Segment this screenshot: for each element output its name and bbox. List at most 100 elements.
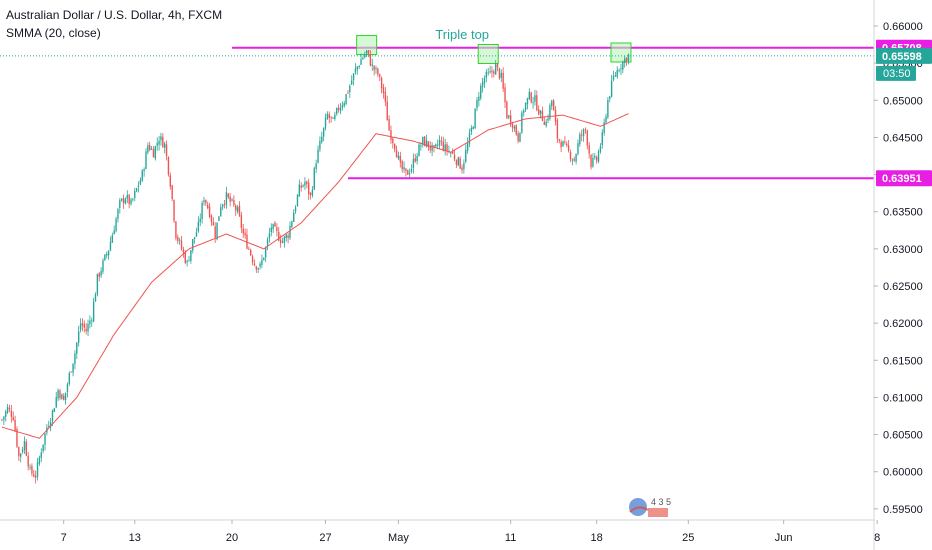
time-axis[interactable]: 7 13 20 27 May 11 18 25 Jun 8: [61, 520, 881, 544]
candle-body: [575, 154, 577, 162]
horizontal-levels[interactable]: [232, 46, 874, 180]
price-tick-label: 0.63000: [883, 244, 923, 256]
candle-body: [221, 204, 224, 208]
candle-body: [212, 222, 215, 226]
candle-body: [341, 105, 344, 108]
candle-body: [250, 249, 252, 256]
time-tick-label: 20: [226, 532, 238, 544]
candle-body: [609, 96, 611, 99]
candle-body: [558, 139, 560, 141]
candle-body: [573, 159, 575, 161]
candle-body: [132, 198, 134, 200]
candle-body: [235, 205, 237, 211]
candle-body: [255, 266, 258, 270]
candle-body: [523, 110, 525, 113]
candle-body: [111, 234, 114, 243]
candle-body: [313, 168, 315, 190]
candle-body: [130, 199, 132, 204]
candle-body: [500, 72, 502, 78]
candle-body: [440, 140, 443, 142]
candle-body: [276, 227, 278, 232]
candle-body: [567, 145, 570, 151]
candle-body: [294, 207, 297, 212]
candle-body: [579, 134, 581, 145]
swoosh-icon: [629, 506, 649, 513]
triple-top-box: [610, 42, 632, 63]
candle-body: [594, 155, 596, 158]
candle-body: [1, 419, 3, 421]
price-tick-label: 0.65000: [883, 95, 923, 107]
time-tick-label: 11: [505, 532, 516, 544]
candle-body: [410, 168, 413, 172]
candle-body: [85, 328, 87, 332]
price-axis[interactable]: 0.660000.655000.650000.645000.640000.635…: [874, 21, 923, 516]
candle-body: [418, 144, 420, 157]
candle-body: [205, 199, 207, 204]
candle-body: [442, 141, 445, 150]
candle-body: [530, 92, 532, 103]
candle-body: [379, 74, 381, 77]
candle-body: [487, 72, 489, 74]
candle-body: [72, 363, 74, 373]
candle-body: [306, 181, 308, 184]
candle-body: [197, 221, 200, 232]
candle-body: [311, 189, 314, 196]
candle-body: [261, 259, 263, 265]
candle-body: [203, 200, 205, 203]
candle-body: [293, 212, 295, 222]
candle-body: [577, 143, 579, 155]
indicator-label[interactable]: SMMA (20, close): [6, 26, 101, 40]
candle-body: [330, 116, 332, 118]
candle-body: [33, 474, 35, 477]
price-tick-label: 0.61000: [883, 392, 923, 404]
price-tick-label: 0.64500: [883, 132, 923, 144]
candle-body: [225, 192, 228, 205]
candle-body: [137, 185, 140, 188]
candle-body: [422, 136, 424, 145]
price-tag-label: 0.65598: [882, 51, 922, 63]
triple-top-boxes[interactable]: [356, 35, 632, 64]
candle-body: [91, 320, 93, 322]
candle-body: [552, 100, 555, 111]
candle-body: [21, 449, 24, 453]
candle-body: [566, 143, 568, 146]
candle-body: [165, 144, 168, 157]
candle-body: [590, 154, 592, 168]
candle-body: [167, 157, 170, 175]
candle-body: [83, 324, 85, 328]
candle-body: [476, 99, 478, 109]
candle-body: [3, 416, 5, 420]
candle-body: [537, 109, 540, 115]
candle-body: [517, 133, 519, 142]
candle-body: [612, 75, 615, 80]
symbol-title[interactable]: Australian Dollar / U.S. Dollar, 4h, FXC…: [6, 8, 223, 22]
candle-body: [81, 322, 84, 326]
candle-body: [64, 392, 67, 401]
candle-body: [149, 145, 151, 151]
candle-body: [332, 117, 334, 119]
candle-body: [44, 433, 46, 445]
candle-body: [521, 112, 523, 133]
candle-body: [283, 236, 286, 243]
candle-body: [526, 98, 529, 105]
candle-body: [350, 80, 353, 85]
candle-body: [94, 294, 97, 302]
candle-body: [451, 151, 454, 154]
candle-body: [268, 233, 271, 239]
candle-body: [177, 237, 179, 241]
triple-top-label[interactable]: Triple top: [435, 27, 489, 42]
candle-body: [386, 101, 388, 121]
candle-body: [365, 50, 368, 54]
candle-body: [519, 132, 521, 142]
candle-body: [79, 323, 82, 330]
watermark-logo: 4 3 5: [629, 497, 671, 517]
candle-body: [113, 230, 115, 235]
candle-body: [74, 353, 76, 364]
candle-body: [603, 122, 605, 133]
candle-body: [502, 72, 504, 89]
candle-body: [61, 394, 63, 400]
candle-body: [394, 143, 396, 150]
candle-body: [367, 50, 370, 54]
candle-body: [195, 232, 198, 237]
